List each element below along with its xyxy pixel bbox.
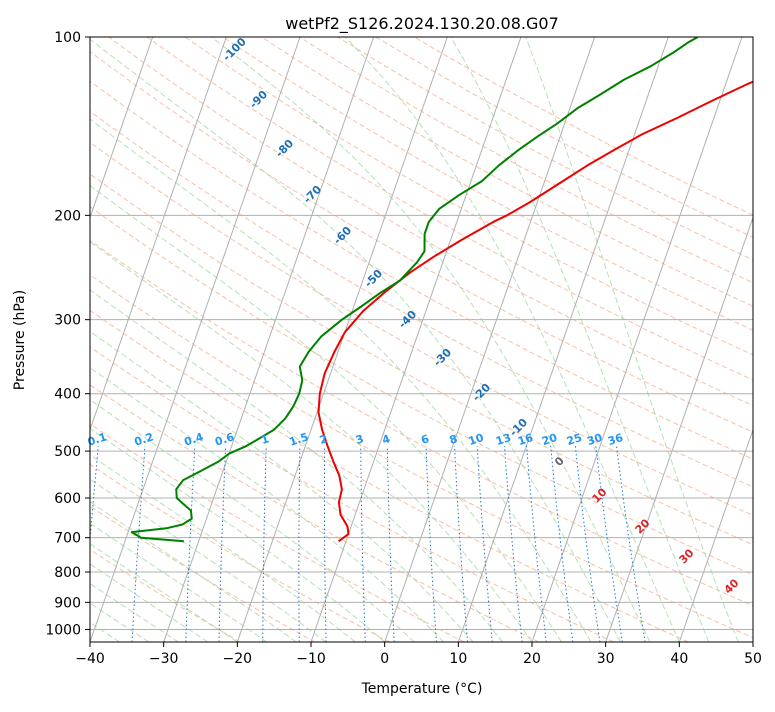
isotherm-line xyxy=(753,37,775,642)
dry-adiabat-label: -100 xyxy=(220,35,249,64)
mixing-ratio-label: 4 xyxy=(381,432,393,447)
moist-adiabat-label: 30 xyxy=(677,546,697,566)
dry-adiabat-line xyxy=(0,37,539,642)
mixing-ratio-line xyxy=(575,446,600,642)
x-tick-label: −10 xyxy=(296,651,326,667)
y-tick-label: 900 xyxy=(54,595,81,611)
dry-adiabat-label: -50 xyxy=(362,267,385,290)
dry-adiabat-label: -90 xyxy=(247,88,270,111)
y-tick-label: 100 xyxy=(54,30,81,46)
mixing-ratio-line xyxy=(132,446,145,642)
isotherm-line xyxy=(679,37,775,642)
mixing-ratio-line xyxy=(617,446,646,642)
mixing-ratio-label: 20 xyxy=(540,431,559,448)
mixing-ratio-line xyxy=(299,446,300,642)
mixing-ratio-label: 1.5 xyxy=(288,430,311,448)
mixing-ratio-label: 2 xyxy=(318,432,329,447)
moist-adiabat-line xyxy=(0,302,267,642)
y-tick-label: 500 xyxy=(54,444,81,460)
dry-adiabat-line xyxy=(0,37,763,642)
dry-adiabat-line xyxy=(147,37,775,642)
moist-adiabat-line xyxy=(87,37,620,642)
x-tick-label: −30 xyxy=(149,651,179,667)
y-axis-label: Pressure (hPa) xyxy=(12,290,28,390)
dry-adiabat-label: -80 xyxy=(273,137,296,160)
dry-adiabat-line xyxy=(0,37,775,642)
x-axis-label: Temperature (°C) xyxy=(361,681,483,697)
x-tick-label: 0 xyxy=(380,651,389,667)
mixing-ratio-label: 8 xyxy=(448,432,459,447)
dry-adiabat-line xyxy=(0,37,775,642)
dry-adiabat-label: -20 xyxy=(470,381,493,404)
dry-adiabat-line xyxy=(261,37,775,642)
dry-adiabat-line xyxy=(71,37,775,642)
moist-adiabat-line xyxy=(0,352,178,642)
dry-adiabat-line xyxy=(0,37,775,642)
mixing-ratio-line xyxy=(387,446,394,642)
mixing-ratio-line xyxy=(551,446,573,642)
mixing-ratio-line xyxy=(361,446,366,642)
x-tick-label: 10 xyxy=(449,651,467,667)
mixing-ratio-line xyxy=(219,446,226,642)
moist-adiabat-line xyxy=(0,37,591,642)
moist-adiabat-line xyxy=(0,268,326,642)
moist-adiabat-label: 10 xyxy=(590,485,610,505)
dry-adiabat-line xyxy=(0,37,240,642)
mixing-ratio-line xyxy=(426,446,436,642)
x-tick-label: 50 xyxy=(744,651,762,667)
plot-frame xyxy=(90,37,753,642)
mixing-ratio-label: 1 xyxy=(259,432,270,447)
mixing-ratio-line xyxy=(263,446,266,642)
mixing-ratio-label: 0.6 xyxy=(213,430,236,448)
grid-layer xyxy=(0,37,775,642)
mixing-ratio-label: 36 xyxy=(606,431,625,448)
dry-adiabat-line xyxy=(223,37,775,642)
mixing-ratio-label: 0.2 xyxy=(133,430,156,448)
dry-adiabat-line xyxy=(0,37,688,642)
moist-adiabat-label: 20 xyxy=(633,516,653,536)
dry-adiabat-line xyxy=(338,37,775,642)
dry-adiabat-line xyxy=(414,37,775,642)
chart-title: wetPf2_S126.2024.130.20.08.G07 xyxy=(285,14,559,34)
y-tick-label: 200 xyxy=(54,208,81,224)
mixing-ratio-line xyxy=(455,446,468,642)
moist-adiabat-line xyxy=(0,320,237,642)
dry-adiabat-label: -70 xyxy=(301,183,324,206)
dry-adiabat-line xyxy=(300,37,775,642)
y-tick-label: 400 xyxy=(54,387,81,403)
y-tick-label: 300 xyxy=(54,313,81,329)
dry-adiabat-line xyxy=(32,37,775,642)
y-tick-label: 800 xyxy=(54,565,81,581)
mixing-ratio-line xyxy=(325,446,327,642)
mixing-ratio-label: 25 xyxy=(565,431,584,448)
series-layer xyxy=(132,37,775,541)
dry-adiabat-label: -30 xyxy=(431,346,454,369)
isotherm-line xyxy=(0,37,5,642)
y-tick-label: 600 xyxy=(54,491,81,507)
mixing-ratio-label: 3 xyxy=(354,432,365,447)
y-tick-label: 1000 xyxy=(45,622,81,638)
dry-adiabat-label: -40 xyxy=(396,308,419,331)
mixing-ratio-label: 0.1 xyxy=(86,430,109,448)
mixing-ratio-line xyxy=(505,446,523,642)
x-tick-label: 40 xyxy=(670,651,688,667)
x-tick-label: 30 xyxy=(597,651,615,667)
x-tick-label: −20 xyxy=(223,651,253,667)
moist-adiabat-line xyxy=(345,37,679,642)
dry-adiabat-line xyxy=(0,37,775,642)
dry-adiabat-line xyxy=(0,37,775,642)
y-tick-label: 700 xyxy=(54,531,81,547)
moist-adiabat-label: 0 xyxy=(552,454,567,469)
dry-adiabat-line xyxy=(109,37,775,642)
x-tick-label: −40 xyxy=(75,651,105,667)
x-tick-label: 20 xyxy=(523,651,541,667)
moist-adiabat-line xyxy=(0,114,503,642)
mixing-ratio-label: 6 xyxy=(419,432,431,447)
mixing-ratio-line xyxy=(527,446,547,642)
